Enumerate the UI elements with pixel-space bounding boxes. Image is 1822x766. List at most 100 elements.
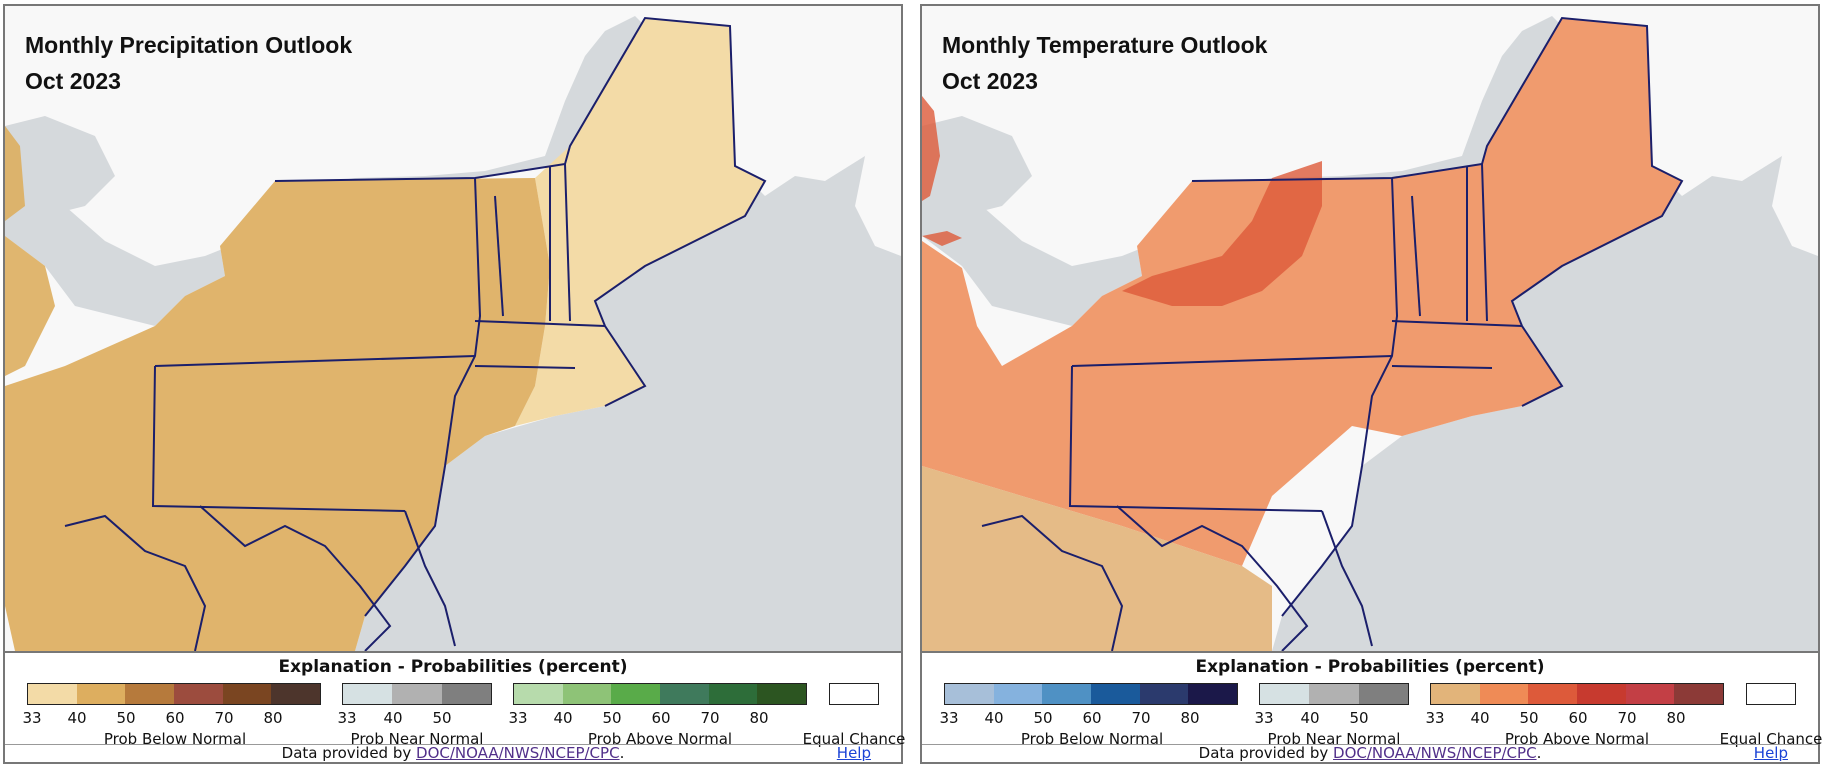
legend-tick: 40 [383,709,403,727]
legend-swatch-above-33 [1431,684,1480,704]
legend-swatch-below-50 [1042,684,1092,704]
legend-swatch-near-33 [1260,684,1310,704]
legend-title: Explanation - Probabilities (percent) [278,657,628,677]
precipitation-map[interactable]: Monthly Precipitation Outlook Oct 2023 [5,6,901,651]
legend-title: Explanation - Probabilities (percent) [1195,657,1545,677]
legend-tick: 50 [602,709,622,727]
legend-tick: 50 [1519,709,1539,727]
legend-bar-below-normal [27,683,321,705]
legend-swatch-below-70 [1139,684,1189,704]
legend-tick: 33 [939,709,959,727]
legend: Explanation - Probabilities (percent) 33… [5,651,905,762]
legend-tick: 60 [651,709,671,727]
legend-swatch-near-40 [392,684,442,704]
legend-swatch-below-60 [174,684,223,704]
temp-above-60-area-northny [1122,161,1322,306]
legend-tick: 33 [1254,709,1274,727]
legend-tick: 80 [749,709,769,727]
legend-swatch-above-50 [611,684,661,704]
legend-tick: 40 [1470,709,1490,727]
legend-tick: 60 [165,709,185,727]
legend-swatch-above-60 [1577,684,1626,704]
temperature-map-svg [922,6,1818,651]
legend-bar-above-normal [1430,683,1724,705]
legend-label-below-normal: Prob Below Normal [103,730,247,748]
temperature-map[interactable]: Monthly Temperature Outlook Oct 2023 [922,6,1818,651]
data-source-link[interactable]: DOC/NOAA/NWS/NCEP/CPC [416,744,620,762]
legend-tick: 80 [263,709,283,727]
legend-swatch-near-40 [1309,684,1359,704]
footer: Data provided by DOC/NOAA/NWS/NCEP/CPC. … [5,744,901,762]
map-title: Monthly Precipitation Outlook [25,32,353,58]
legend-label-near-normal: Prob Near Normal [1267,730,1401,748]
legend-swatch-below-33 [28,684,77,704]
nova-scotia-land [1772,136,1818,256]
legend-swatch-near-50 [1358,684,1408,704]
nova-scotia-land [855,136,901,256]
legend-swatch-below-70 [222,684,272,704]
legend: Explanation - Probabilities (percent) 33… [922,651,1822,762]
legend-swatch-below-50 [125,684,175,704]
legend-tick: 80 [1180,709,1200,727]
legend-tick: 50 [1349,709,1369,727]
help-link[interactable]: Help [1753,744,1788,762]
legend-label-above-normal: Prob Above Normal [1504,730,1650,748]
help-link[interactable]: Help [836,744,871,762]
data-source-suffix: . [1536,744,1542,762]
canada-land [5,6,901,266]
legend-swatch-above-40 [562,684,612,704]
canada-land [922,6,1818,266]
legend-tick: 60 [1082,709,1102,727]
legend-swatch-equal-chance [1746,683,1796,705]
legend-swatch-equal-chance [829,683,879,705]
lake-huron [922,116,1032,216]
legend-swatch-above-33 [514,684,563,704]
legend-swatch-above-60 [660,684,709,704]
legend-tick: 40 [1300,709,1320,727]
legend-tick: 33 [1425,709,1445,727]
temp-above-60-area-michigan [922,231,962,246]
lake-huron [5,116,115,216]
precip-below-40-area-northwest [5,126,25,221]
legend-swatch-below-60 [1091,684,1140,704]
legend-tick: 40 [984,709,1004,727]
data-source-link[interactable]: DOC/NOAA/NWS/NCEP/CPC [1333,744,1537,762]
legend-swatch-above-70 [708,684,758,704]
data-source-suffix: . [619,744,625,762]
map-title: Monthly Temperature Outlook [942,32,1268,58]
legend-bar-near-normal [342,683,492,705]
legend-tick: 50 [432,709,452,727]
state-borders [981,16,1684,651]
legend-swatch-below-80 [271,684,321,704]
temp-above-60-area-west [922,96,940,201]
legend-tick: 70 [1131,709,1151,727]
legend-tick: 50 [116,709,136,727]
legend-label-equal-chance: Equal Chance [802,730,906,748]
data-source-prefix: Data provided by [281,744,417,762]
legend-tick: 33 [337,709,357,727]
data-source: Data provided by DOC/NOAA/NWS/NCEP/CPC. [922,744,1818,762]
legend-swatch-near-50 [441,684,491,704]
legend-swatch-above-50 [1528,684,1578,704]
legend-tick: 60 [1568,709,1588,727]
legend-tick: 40 [67,709,87,727]
legend-swatch-above-80 [757,684,807,704]
legend-tick: 70 [214,709,234,727]
legend-bar-above-normal [513,683,807,705]
legend-label-near-normal: Prob Near Normal [350,730,484,748]
footer: Data provided by DOC/NOAA/NWS/NCEP/CPC. … [922,744,1818,762]
legend-tick: 70 [1617,709,1637,727]
legend-bar-near-normal [1259,683,1409,705]
map-subtitle-date: Oct 2023 [25,68,121,94]
legend-label-below-normal: Prob Below Normal [1020,730,1164,748]
data-source-prefix: Data provided by [1198,744,1334,762]
precipitation-outlook-panel: Monthly Precipitation Outlook Oct 2023 E… [3,4,905,764]
legend-swatch-below-40 [76,684,126,704]
legend-swatch-below-33 [945,684,994,704]
state-borders [64,16,767,651]
legend-tick: 40 [553,709,573,727]
legend-swatch-above-80 [1674,684,1724,704]
legend-tick: 50 [1033,709,1053,727]
legend-tick: 33 [508,709,528,727]
legend-tick: 33 [22,709,42,727]
